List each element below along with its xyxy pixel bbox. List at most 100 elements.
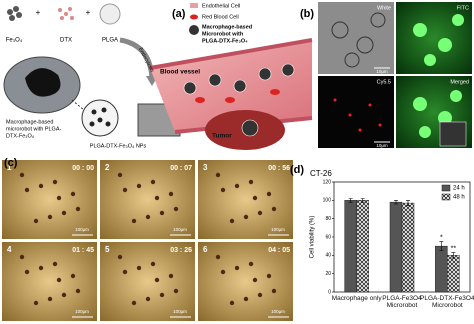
particle xyxy=(150,179,156,185)
microscope-image xyxy=(100,242,195,321)
particle xyxy=(117,172,123,178)
particle xyxy=(136,183,142,189)
frame-time: 04 : 05 xyxy=(268,247,290,254)
legend-swatch xyxy=(441,184,451,192)
plus: + xyxy=(86,8,91,17)
microscope-image xyxy=(2,160,97,239)
particle xyxy=(24,187,30,193)
particle xyxy=(234,183,240,189)
chart: 0 20 40 60 80 100 120 Macrophage only PLGA-Fe3O4… xyxy=(323,179,474,309)
microscope-image xyxy=(100,160,195,239)
particle xyxy=(215,254,221,260)
particle xyxy=(122,187,128,193)
error-bar xyxy=(406,200,410,207)
particle xyxy=(70,273,76,279)
x-tick-label-box: PLGA-Fe3O4 Microrobot xyxy=(382,295,422,309)
particle xyxy=(52,179,58,185)
scale-label: 100μm xyxy=(173,227,187,232)
panel-b-images xyxy=(318,2,472,148)
legend-label: 48 h xyxy=(453,195,465,201)
particle xyxy=(173,206,179,212)
particle xyxy=(19,172,25,178)
frame-number: 6 xyxy=(203,245,208,254)
frame-time: 01 : 45 xyxy=(72,247,94,254)
particle xyxy=(229,300,235,306)
particle xyxy=(159,292,165,298)
particle xyxy=(248,261,254,267)
legend-label: Endothelial Cell xyxy=(202,3,240,9)
legend-swatch xyxy=(441,193,451,201)
particle xyxy=(47,214,53,220)
np-label: PLGA-DTX-Fe₃O₄ NPs xyxy=(90,143,147,149)
y-tick-label: 120 xyxy=(323,179,332,185)
error-bar xyxy=(439,241,444,252)
particle xyxy=(75,206,81,212)
error-bar xyxy=(360,198,365,203)
particle xyxy=(215,172,221,178)
image-title: White xyxy=(377,5,391,11)
particle xyxy=(56,195,62,201)
bar xyxy=(435,245,448,293)
microscope-image xyxy=(2,242,97,321)
particle xyxy=(38,265,44,271)
particle xyxy=(229,218,235,224)
legend-label: PLGA-DTX-Fe₃O₄ xyxy=(202,38,248,44)
bar xyxy=(401,202,415,293)
frame-time: 00 : 00 xyxy=(72,165,94,172)
particle xyxy=(252,195,258,201)
particle xyxy=(243,214,249,220)
particle xyxy=(248,179,254,185)
chart-title: CT-26 xyxy=(310,169,332,178)
particle xyxy=(38,183,44,189)
frame-number: 3 xyxy=(203,163,208,172)
image-title: Merged xyxy=(450,79,469,85)
frame-time: 03 : 26 xyxy=(170,247,192,254)
legend-label: Microrobot with xyxy=(202,31,244,37)
image-title: FITC xyxy=(457,5,469,11)
x-tick-label-box: PLGA-DTX-Fe3O4 Microrobot xyxy=(420,295,474,309)
microrobot-label: DTX-Fe₃O₄ xyxy=(6,133,35,139)
particle xyxy=(75,288,81,294)
particle xyxy=(271,206,277,212)
particle xyxy=(159,210,165,216)
particle xyxy=(52,261,58,267)
particle xyxy=(271,288,277,294)
particle xyxy=(150,261,156,267)
legend-label: 24 h xyxy=(453,186,465,192)
particle xyxy=(220,187,226,193)
particle xyxy=(234,265,240,271)
tumor-label: Tumor xyxy=(212,133,232,140)
particle xyxy=(33,300,39,306)
y-tick-label: 0 xyxy=(328,289,331,295)
particle xyxy=(61,210,67,216)
particle xyxy=(136,265,142,271)
scale-label: 100μm xyxy=(271,309,285,314)
particle xyxy=(168,273,174,279)
particle xyxy=(117,254,123,260)
bar xyxy=(447,255,460,293)
particle xyxy=(70,191,76,197)
significance: ** xyxy=(451,245,457,252)
y-tick-label: 100 xyxy=(323,198,332,204)
microrobot-label: Macrophage-based xyxy=(6,119,53,125)
vessel-label: Blood vessel xyxy=(160,69,200,76)
scale-label: 10μm xyxy=(376,69,388,74)
y-axis-label: Cell viability (%) xyxy=(310,216,316,259)
significance: * xyxy=(440,234,443,241)
microscope-image xyxy=(198,242,293,321)
frame-number: 5 xyxy=(105,245,110,254)
particle xyxy=(19,254,25,260)
panel-label: (c) xyxy=(4,157,18,169)
x-tick-label: PLGA-Fe3O4 Microrobot xyxy=(382,295,422,309)
panel-label: (b) xyxy=(300,8,314,20)
image-title: Cy5.5 xyxy=(377,79,391,85)
legend-label: Macrophage-based xyxy=(202,24,252,30)
y-tick-label: 20 xyxy=(325,271,331,277)
particle xyxy=(33,218,39,224)
plus: + xyxy=(36,8,41,17)
frame-number: 2 xyxy=(105,163,110,172)
legend-label: Red Blood Cell xyxy=(202,14,239,20)
particle xyxy=(145,296,151,302)
bar xyxy=(389,201,403,293)
